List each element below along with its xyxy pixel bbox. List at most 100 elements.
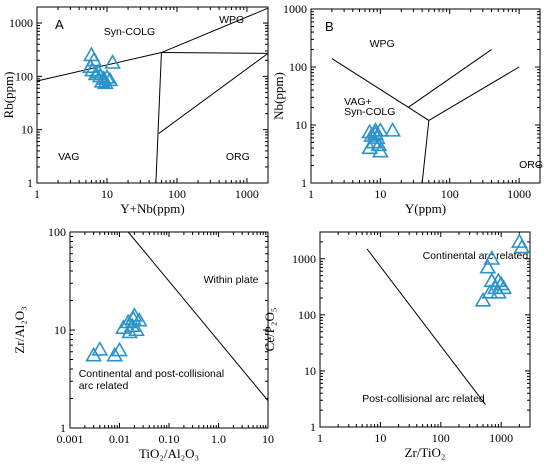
panel-c: 0.001 0.01 0.10 1.0 10 1 10 100 TiO₂/Al₂O₃ Zr/Al₂… <box>12 225 274 461</box>
field-label: Continental arc related <box>423 250 529 262</box>
sample-point-triangle <box>474 291 492 307</box>
panel-d: 11010010001101001000Zr/TiO₂Ce/P₂O₅DConti… <box>262 231 531 460</box>
sample-point-triangle <box>128 321 145 337</box>
y-axis-title: Zr/Al₂O₃ <box>12 306 27 353</box>
x-tick-label: 1.0 <box>211 432 226 446</box>
field-boundary-line <box>161 52 269 54</box>
field-label: WPG <box>370 38 395 50</box>
y-tick-label: 1000 <box>283 2 307 16</box>
y-axis-ticks <box>70 231 268 429</box>
x-tick-label: 1000 <box>235 187 259 201</box>
sample-point-triangle <box>124 310 142 325</box>
sample-point-triangle <box>367 125 384 141</box>
x-tick-label: 1 <box>317 431 323 445</box>
field-boundary-line <box>161 7 269 53</box>
sample-point-triangle <box>384 122 401 137</box>
field-label: ORG <box>226 151 250 163</box>
field-boundaries <box>127 231 269 402</box>
panel-letter: A <box>55 17 64 32</box>
sample-point-triangle <box>101 71 119 87</box>
y-tick-label: 10 <box>295 118 307 132</box>
y-axis-ticks <box>37 6 268 184</box>
sample-point-triangle <box>111 341 128 357</box>
panel-a: 1 10 100 1000 1 10 100 1000 Y+Nb(ppm) Rb(ppm) A Syn… <box>1 6 269 216</box>
x-tick-label: 10 <box>374 431 386 445</box>
sample-point-triangle <box>121 323 138 339</box>
y-tick-label: 1 <box>27 176 33 190</box>
sample-points <box>82 46 121 90</box>
y-axis-title: Rb(ppm) <box>1 72 16 119</box>
sample-point-triangle <box>97 74 114 90</box>
y-tick-label: 1 <box>310 420 316 434</box>
x-tick-label: 1000 <box>507 187 531 201</box>
x-tick-label: 100 <box>168 187 186 201</box>
panel-b: 1 10 100 1000 1 10 100 1000 Y(ppm) Nb(ppm) B WPG VAG… <box>271 2 543 216</box>
y-tick-label: 1 <box>301 176 307 190</box>
x-tick-label: 1000 <box>489 431 513 445</box>
field-boundary-line <box>366 248 486 405</box>
field-boundary-line <box>127 231 269 402</box>
sample-point-triangle <box>371 142 389 158</box>
x-axis-ticks <box>36 7 269 183</box>
field-label: VAG+ <box>344 96 372 108</box>
plot-frame <box>36 6 269 184</box>
sample-points <box>85 307 148 362</box>
y-tick-label: 100 <box>48 225 66 239</box>
x-axis-title: TiO₂/Al₂O₃ <box>139 446 199 461</box>
y-axis-title: Nb(ppm) <box>271 72 286 120</box>
field-label: Within plate <box>204 274 259 286</box>
field-boundary-line <box>158 52 269 134</box>
x-axis-ticks <box>319 232 531 427</box>
x-tick-label: 10 <box>262 432 274 446</box>
x-tick-label: 1 <box>34 187 40 201</box>
x-axis-ticks <box>69 232 269 428</box>
x-axis-title: Zr/TiO₂ <box>405 445 446 460</box>
x-tick-label: 10 <box>101 187 113 201</box>
sample-point-triangle <box>481 283 499 299</box>
y-tick-label: 100 <box>289 60 307 74</box>
y-tick-label: 100 <box>15 69 33 83</box>
sample-point-triangle <box>479 258 497 274</box>
y-tick-label: 1 <box>60 421 66 435</box>
panel-letter: B <box>325 19 334 34</box>
sample-point-triangle <box>89 63 107 79</box>
field-label: Post-collisional arc related <box>362 393 485 405</box>
field-boundaries <box>366 248 486 405</box>
field-label: ORG <box>519 159 543 171</box>
y-tick-label: 1000 <box>9 16 33 30</box>
y-tick-label: 10 <box>21 123 33 137</box>
sample-point-triangle <box>106 346 124 362</box>
x-tick-label: 1 <box>308 187 314 201</box>
sample-points <box>474 233 531 307</box>
field-label: arc related <box>79 380 129 392</box>
field-boundary-line <box>407 49 492 108</box>
field-boundaries <box>36 7 269 184</box>
y-axis-title: Ce/P₂O₅ <box>262 308 277 352</box>
field-boundary-line <box>155 52 162 184</box>
sample-point-triangle <box>513 238 531 254</box>
field-label: VAG <box>58 151 79 163</box>
field-boundary-line <box>428 66 520 121</box>
y-tick-label: 1000 <box>292 252 316 266</box>
sample-point-triangle <box>361 139 379 155</box>
sample-points <box>361 122 401 158</box>
y-tick-label: 10 <box>54 323 66 337</box>
y-tick-label: 10 <box>304 364 316 378</box>
plot-frame <box>310 8 541 184</box>
x-tick-label: 10 <box>374 187 386 201</box>
field-label: Syn-COLG <box>344 106 395 118</box>
sample-point-triangle <box>490 283 507 299</box>
field-label: WPG <box>219 14 244 26</box>
x-axis-ticks <box>310 9 541 183</box>
sample-point-triangle <box>87 65 105 81</box>
y-axis-ticks <box>311 8 540 184</box>
sample-point-triangle <box>130 311 148 327</box>
plot-frame <box>69 231 269 429</box>
field-label: Continental and post-collisional <box>79 368 224 380</box>
x-tick-label: 0.01 <box>109 432 130 446</box>
x-tick-label: 0.001 <box>57 432 84 446</box>
x-tick-label: 0.10 <box>159 432 180 446</box>
y-axis-ticks <box>320 231 530 428</box>
sample-point-triangle <box>104 54 121 69</box>
